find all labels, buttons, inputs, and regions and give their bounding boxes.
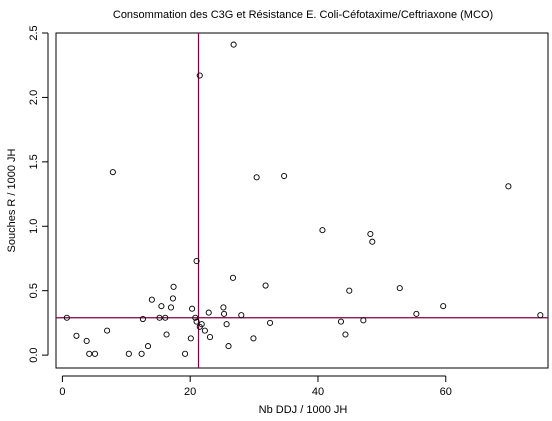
data-point: [86, 350, 93, 357]
data-point: [206, 334, 214, 341]
data-point: [342, 331, 349, 338]
data-point: [192, 314, 199, 321]
data-point: [196, 72, 203, 79]
data-point: [360, 317, 367, 324]
data-point: [193, 258, 200, 265]
data-point: [73, 332, 80, 339]
data-point: [537, 312, 544, 319]
data-point: [413, 310, 420, 317]
chart-title: Consommation des C3G et Résistance E. Co…: [113, 9, 493, 21]
y-tick-label: 2.0: [28, 90, 40, 105]
y-tick-label: 2.5: [28, 25, 40, 40]
data-point: [250, 335, 257, 342]
data-point: [201, 327, 208, 334]
data-point: [170, 283, 177, 290]
y-tick-label: 1.5: [28, 154, 40, 169]
data-point: [125, 350, 132, 357]
data-point: [220, 304, 227, 311]
data-point: [205, 309, 212, 316]
data-point: [267, 319, 274, 326]
data-point: [229, 274, 237, 281]
data-point: [238, 312, 245, 319]
data-point: [148, 296, 155, 303]
data-point: [158, 303, 165, 310]
data-point: [337, 318, 345, 325]
data-point: [163, 331, 170, 338]
data-point: [253, 174, 260, 181]
data-point: [169, 295, 176, 302]
data-point: [223, 321, 230, 328]
x-tick-label: 40: [312, 386, 324, 398]
reference-lines: [56, 33, 548, 368]
data-point: [138, 350, 145, 357]
data-point: [440, 303, 447, 310]
y-tick-label: 1.0: [28, 219, 40, 234]
y-axis-label: Souches R / 1000 JH: [6, 148, 18, 252]
y-tick-label: 0.0: [28, 347, 40, 362]
x-tick-label: 20: [184, 386, 196, 398]
data-point: [319, 227, 326, 234]
data-point: [198, 321, 205, 328]
plot-frame: [55, 32, 549, 369]
data-point: [262, 282, 269, 289]
x-axis-label: Nb DDJ / 1000 JH: [259, 404, 348, 416]
data-point: [189, 305, 196, 312]
x-tick-label: 0: [59, 386, 65, 398]
data-point: [369, 238, 376, 245]
data-point: [156, 314, 163, 321]
data-point: [230, 41, 237, 48]
data-point: [139, 315, 146, 323]
y-tick-label: 0.5: [28, 283, 40, 298]
data-point: [182, 350, 189, 357]
data-point: [505, 183, 512, 190]
y-axis: 0.0 0.5 1.0 1.5 2.0 2.5: [28, 25, 49, 363]
data-point: [396, 285, 403, 292]
data-points: [63, 41, 544, 357]
data-point: [144, 343, 152, 350]
data-point: [193, 318, 200, 325]
data-point: [104, 327, 111, 334]
data-point: [162, 314, 169, 321]
data-point: [109, 169, 116, 176]
data-point: [281, 172, 288, 180]
data-point: [367, 230, 374, 238]
data-point: [91, 350, 99, 357]
x-axis: 0 20 40 60: [59, 375, 452, 398]
data-point: [63, 314, 70, 321]
data-point: [83, 337, 90, 344]
data-point: [346, 287, 353, 294]
x-tick-label: 60: [440, 386, 452, 398]
data-point: [167, 304, 175, 311]
data-point: [187, 335, 194, 342]
data-point: [225, 343, 232, 350]
data-point: [220, 310, 228, 317]
